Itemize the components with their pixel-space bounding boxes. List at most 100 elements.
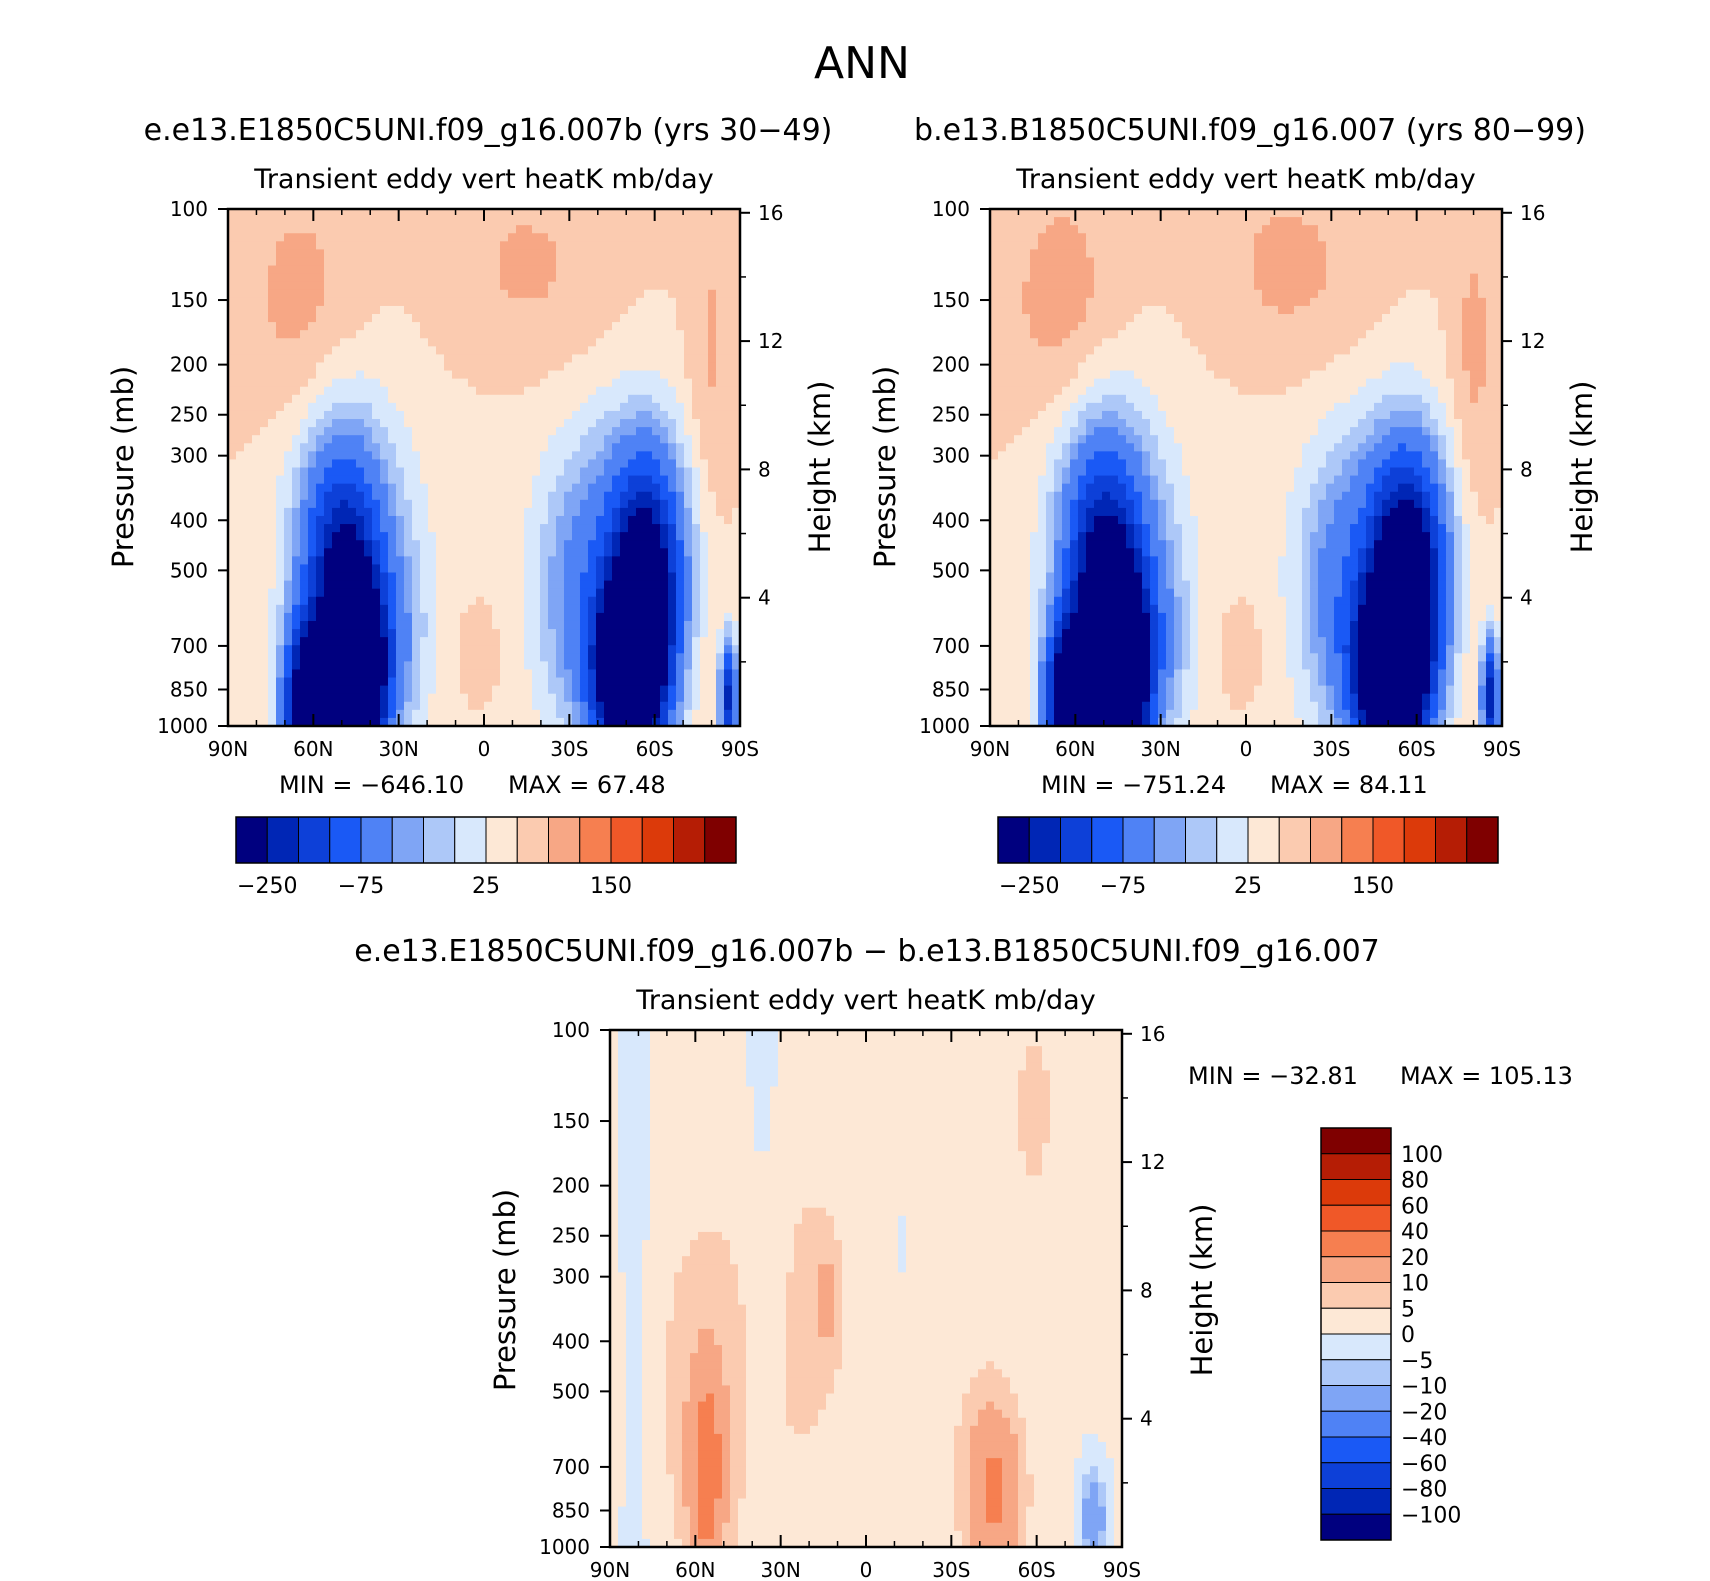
field-cell [564, 419, 573, 428]
field-cell [708, 709, 717, 719]
field-cell [380, 685, 389, 695]
field-cell [652, 209, 661, 218]
field-cell [1070, 394, 1079, 404]
field-cell [300, 515, 309, 525]
field-cell [228, 354, 237, 364]
field-cell [500, 669, 509, 679]
field-cell [572, 281, 581, 291]
field-cell [244, 217, 253, 226]
field-cell [1054, 653, 1063, 662]
field-cell [420, 305, 429, 315]
field-cell [732, 410, 740, 420]
field-cell [692, 459, 701, 469]
field-cell [324, 515, 333, 525]
field-cell [644, 629, 653, 638]
field-cell [324, 491, 333, 501]
field-cell [260, 709, 269, 719]
field-cell [580, 685, 589, 695]
field-cell [1046, 685, 1055, 695]
field-cell [724, 685, 733, 695]
field-cell [428, 289, 437, 299]
field-cell [444, 443, 453, 452]
field-cell [260, 386, 269, 396]
field-cell [284, 661, 293, 671]
field-cell [260, 685, 269, 695]
field-cell [332, 604, 341, 614]
field-cell [990, 273, 999, 283]
field-cell [1054, 257, 1063, 267]
field-cell [556, 483, 565, 493]
field-cell [692, 645, 701, 654]
field-cell [356, 612, 365, 622]
field-cell [484, 225, 493, 234]
field-cell [1022, 257, 1031, 267]
field-cell [364, 305, 373, 315]
field-cell [998, 540, 1007, 549]
field-cell [428, 491, 437, 501]
field-cell [404, 467, 413, 477]
field-cell [998, 701, 1007, 711]
field-cell [596, 677, 605, 687]
field-cell [540, 499, 549, 509]
field-cell [516, 354, 525, 364]
field-cell [524, 491, 533, 501]
field-cell [636, 556, 645, 566]
field-cell [276, 459, 285, 469]
field-cell [300, 491, 309, 501]
field-cell [324, 314, 333, 323]
field-cell [532, 362, 541, 372]
field-cell [500, 629, 509, 638]
field-cell [564, 451, 573, 461]
field-cell [412, 637, 421, 646]
field-cell [420, 443, 429, 452]
field-cell [998, 637, 1007, 646]
field-cell [260, 564, 269, 574]
field-cell [436, 467, 445, 477]
field-cell [260, 354, 269, 364]
field-cell [308, 491, 317, 501]
field-cell [1062, 265, 1071, 275]
field-cell [692, 693, 701, 703]
field-cell [684, 709, 693, 719]
field-cell [372, 435, 381, 444]
field-cell [1038, 209, 1047, 218]
field-cell [990, 443, 999, 452]
field-cell [1022, 289, 1031, 299]
field-cell [324, 572, 333, 582]
field-cell [244, 580, 253, 590]
field-cell [660, 443, 669, 452]
field-cell [244, 588, 253, 598]
field-cell [444, 515, 453, 525]
field-cell [468, 637, 477, 646]
field-cell [356, 515, 365, 525]
field-cell [556, 435, 565, 444]
field-cell [724, 637, 733, 646]
field-cell [1022, 435, 1031, 444]
field-cell [564, 281, 573, 291]
x-tick-label: 90N [208, 737, 248, 761]
field-cell [524, 572, 533, 582]
field-cell [292, 330, 301, 339]
field-cell [252, 515, 261, 525]
field-cell [284, 459, 293, 469]
field-cell [340, 491, 349, 501]
field-cell [636, 257, 645, 267]
field-cell [228, 669, 237, 679]
field-cell [524, 330, 533, 339]
field-cell [1062, 370, 1071, 380]
field-cell [252, 483, 261, 493]
field-cell [444, 209, 453, 218]
field-cell [588, 322, 597, 331]
field-cell [412, 289, 421, 299]
field-cell [556, 297, 565, 307]
field-cell [556, 709, 565, 719]
field-cell [388, 281, 397, 291]
field-cell [998, 717, 1007, 726]
field-cell [324, 370, 333, 380]
field-cell [380, 419, 389, 428]
field-cell [1022, 612, 1031, 622]
field-cell [998, 588, 1007, 598]
field-cell [556, 548, 565, 557]
field-cell [716, 629, 725, 638]
field-cell [364, 386, 373, 396]
